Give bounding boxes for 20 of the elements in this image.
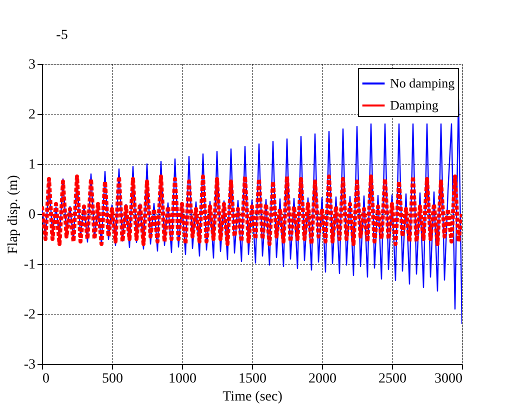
legend-label: No damping	[390, 76, 456, 90]
x-tick-label: 500	[102, 372, 123, 386]
text: -5	[56, 28, 68, 43]
y-tick-label: -2	[24, 308, 36, 322]
y-axis-title: Flap disp. (m)	[6, 174, 21, 254]
y-tick-label: -3	[24, 358, 36, 372]
x-tick-label: 3000	[434, 372, 462, 386]
x-tick-label: 0	[42, 372, 50, 386]
x-tick-label: 2000	[308, 372, 336, 386]
y-tick-label: -1	[24, 258, 36, 272]
y-tick-label: 2	[28, 108, 36, 122]
line-series	[42, 174, 462, 246]
y-tick-label: 3	[28, 58, 36, 72]
y-tick-label: 1	[28, 158, 36, 172]
x-tick-label: 1000	[168, 372, 196, 386]
legend-label: Damping	[390, 98, 439, 112]
y-tick-label: 0	[28, 208, 36, 222]
x-tick-label: 1500	[238, 372, 266, 386]
x-tick-label: 2500	[378, 372, 406, 386]
x-axis-title: Time (sec)	[222, 390, 283, 404]
